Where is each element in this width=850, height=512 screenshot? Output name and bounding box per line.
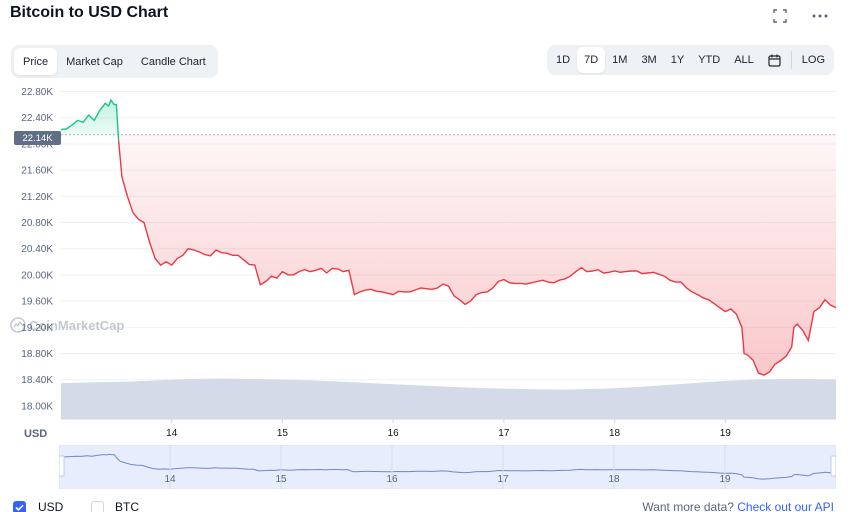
footer-bar: USD BTC Want more data? Check out our AP… — [0, 499, 850, 512]
time-range-selector: 1D 7D 1M 3M 1Y YTD ALL LOG — [547, 45, 834, 75]
range-7d[interactable]: 7D — [577, 47, 606, 73]
range-divider — [790, 51, 792, 69]
navigator-tick-label: 17 — [497, 474, 509, 485]
range-ytd[interactable]: YTD — [698, 54, 721, 66]
tab-candle-chart[interactable]: Candle Chart — [140, 55, 206, 68]
fullscreen-icon[interactable] — [772, 8, 788, 24]
tab-market-cap[interactable]: Market Cap — [66, 55, 123, 68]
range-navigator[interactable]: 14 15 16 17 18 19 — [59, 445, 836, 489]
x-tick-label: 15 — [277, 428, 289, 439]
y-tick-label: 21.60K — [21, 166, 53, 177]
y-tick-label: 21.20K — [21, 192, 53, 203]
y-tick-label: 22.40K — [21, 113, 53, 124]
x-tick-label: 17 — [498, 428, 510, 439]
x-tick-label: 14 — [166, 428, 178, 439]
navigator-handle-right[interactable] — [830, 455, 836, 477]
navigator-tick-label: 15 — [275, 474, 287, 485]
y-tick-label: 18.80K — [21, 349, 53, 360]
chart-type-tabs: Price Market Cap Candle Chart — [11, 45, 218, 78]
y-tick-label: 19.20K — [21, 323, 53, 334]
range-all[interactable]: ALL — [734, 54, 754, 66]
axis-unit-label: USD — [24, 428, 48, 440]
api-link[interactable]: Check out our API — [737, 500, 834, 512]
range-1d[interactable]: 1D — [556, 54, 571, 66]
navigator-ticks: 14 15 16 17 18 19 — [164, 445, 731, 489]
header-actions — [772, 8, 828, 24]
coinmarketcap-watermark: CoinMarketCap — [10, 317, 124, 333]
api-promo: Want more data? Check out our API — [642, 500, 834, 512]
range-1m[interactable]: 1M — [612, 54, 628, 66]
y-tick-label: 20.00K — [21, 270, 53, 281]
y-tick-label: 20.80K — [21, 218, 53, 229]
tab-price[interactable]: Price — [14, 48, 58, 75]
navigator-handle-left[interactable] — [59, 455, 65, 477]
price-area-above-reference — [61, 100, 119, 141]
navigator-line — [59, 453, 836, 480]
navigator-background — [59, 445, 836, 489]
x-tick-label: 19 — [720, 428, 732, 439]
usd-label: USD — [38, 500, 64, 512]
page-title: Bitcoin to USD Chart — [10, 4, 169, 21]
y-tick-label: 20.40K — [21, 244, 53, 255]
current-price-tag: 22.14K — [14, 131, 61, 145]
navigator-tick-label: 18 — [608, 474, 620, 485]
price-line-down — [117, 140, 837, 376]
calendar-icon[interactable] — [761, 47, 788, 73]
y-tick-label: 22.80K — [21, 87, 53, 98]
price-chart[interactable]: 22.80K22.40K22.00K21.60K21.20K20.80K20.4… — [0, 85, 850, 443]
btc-label: BTC — [115, 500, 139, 512]
price-area-below-reference — [118, 134, 837, 376]
usd-checkbox[interactable] — [13, 501, 26, 512]
price-line-up — [60, 98, 120, 141]
range-1y[interactable]: 1Y — [670, 54, 685, 66]
more-icon[interactable] — [812, 8, 828, 24]
btc-checkbox[interactable] — [91, 501, 104, 512]
watermark-text: CoinMarketCap — [29, 317, 125, 333]
navigator-tick-label: 16 — [386, 474, 398, 485]
coinmarketcap-logo-icon — [10, 317, 26, 333]
api-promo-text: Want more data? — [642, 500, 734, 512]
volume-area — [61, 378, 836, 419]
x-tick-label: 16 — [388, 428, 400, 439]
range-3m[interactable]: 3M — [641, 54, 657, 66]
log-scale-toggle[interactable]: LOG — [801, 54, 825, 66]
y-tick-label: 18.00K — [21, 401, 53, 412]
navigator-tick-label: 14 — [164, 474, 176, 485]
x-tick-label: 18 — [609, 428, 621, 439]
navigator-tick-label: 19 — [719, 474, 731, 485]
y-tick-label: 19.60K — [21, 297, 53, 308]
x-axis: 14 15 16 17 18 19 — [166, 419, 731, 439]
y-tick-label: 18.40K — [21, 375, 53, 386]
